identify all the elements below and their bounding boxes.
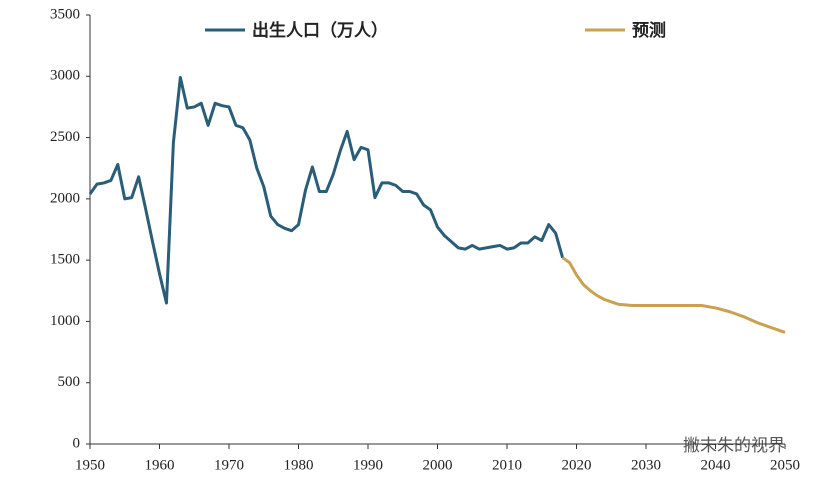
- y-tick-label: 3500: [50, 6, 80, 22]
- y-tick-label: 2000: [50, 190, 80, 206]
- data-line: [561, 256, 786, 334]
- x-tick-label: 1990: [353, 457, 383, 473]
- legend-label: 出生人口（万人）: [252, 20, 388, 41]
- x-tick-label: 2010: [492, 457, 522, 473]
- y-tick-label: 3000: [50, 68, 80, 84]
- data-line: [88, 76, 565, 305]
- x-tick-label: 2020: [562, 457, 592, 473]
- x-tick-label: 2000: [423, 457, 453, 473]
- y-tick-label: 0: [73, 435, 81, 451]
- y-tick-label: 1500: [50, 252, 80, 268]
- legend-label: 预测: [632, 20, 666, 41]
- y-tick-label: 1000: [50, 313, 80, 329]
- x-tick-label: 1960: [145, 457, 175, 473]
- x-tick-label: 2030: [631, 457, 661, 473]
- x-tick-label: 2050: [770, 457, 800, 473]
- watermark: 撇末朱的视界: [683, 436, 785, 456]
- x-tick-label: 1950: [75, 457, 105, 473]
- y-tick-label: 500: [58, 374, 81, 390]
- y-tick-label: 2500: [50, 129, 80, 145]
- x-tick-label: 2040: [701, 457, 731, 473]
- x-tick-label: 1980: [284, 457, 314, 473]
- x-tick-label: 1970: [214, 457, 244, 473]
